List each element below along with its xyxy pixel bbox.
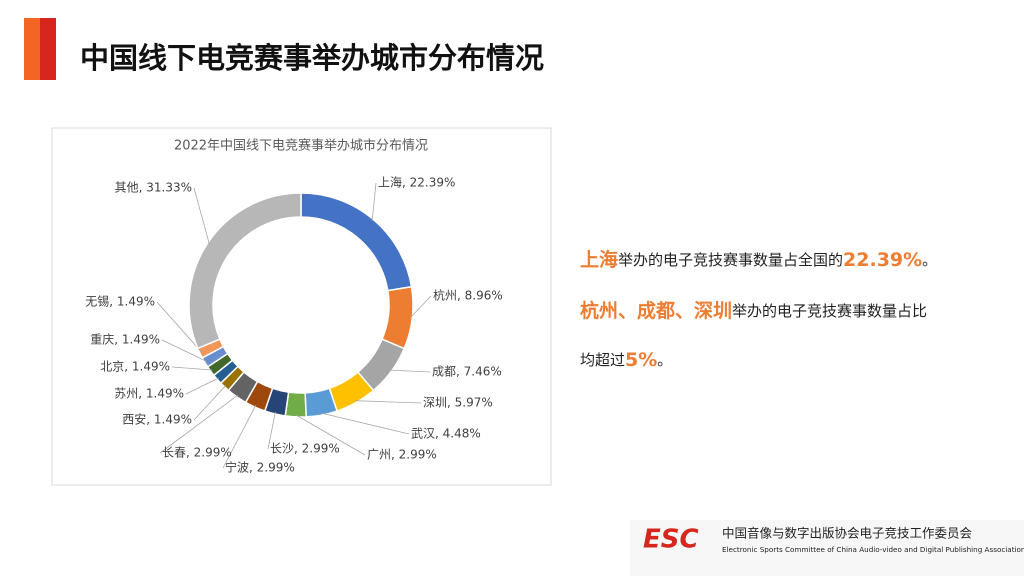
leader-line	[409, 295, 432, 319]
data-label: 重庆, 1.49%	[90, 333, 160, 347]
footer-logo: ESC	[643, 525, 699, 555]
leader-line	[193, 187, 210, 245]
leader-line	[371, 182, 377, 222]
leader-line	[222, 405, 257, 469]
data-label: 成都, 7.46%	[432, 365, 502, 379]
note-highlight: 5%	[625, 349, 657, 371]
data-label: 深圳, 5.97%	[423, 396, 493, 410]
leader-line	[355, 400, 422, 404]
data-label: 武汉, 4.48%	[411, 427, 481, 441]
note-text: 。	[657, 351, 672, 369]
data-label: 杭州, 8.96%	[433, 288, 503, 303]
title-accent	[24, 18, 40, 80]
data-label: 长沙, 2.99%	[270, 442, 340, 456]
note-line: 上海举办的电子竞技赛事数量占全国的22.39%。	[580, 248, 937, 271]
leader-line	[267, 411, 276, 450]
leader-line	[193, 385, 227, 421]
data-label: 苏州, 1.49%	[114, 387, 184, 401]
note-line: 均超过5%。	[580, 349, 672, 371]
chart-frame	[51, 127, 552, 486]
footer-band	[630, 520, 1024, 576]
slide-title: 中国线下电竞赛事举办城市分布情况	[80, 41, 544, 75]
data-label: 无锡, 1.49%	[85, 294, 155, 309]
data-label: 上海, 22.39%	[378, 175, 455, 190]
leader-line	[159, 394, 239, 454]
data-label: 其他, 31.33%	[115, 181, 192, 195]
note-highlight: 杭州、成都、深圳	[580, 299, 732, 322]
note-line: 杭州、成都、深圳举办的电子竞技赛事数量占比	[580, 299, 927, 322]
donut-slice	[188, 192, 302, 350]
leader-line	[161, 339, 207, 362]
donut-chart: 上海, 22.39% 杭州, 8.96% 成都, 7.46% 深圳, 5.97% 武汉,…	[85, 175, 503, 475]
leader-line	[171, 366, 213, 371]
title-accent	[40, 18, 56, 80]
data-label: 广州, 2.99%	[367, 448, 437, 462]
data-label: 宁波, 2.99%	[225, 460, 295, 475]
footer-org-en: Electronic Sports Committee of China Aud…	[722, 545, 1024, 554]
leader-line	[185, 377, 219, 395]
note-text: 举办的电子竞技赛事数量占全国的	[618, 251, 843, 269]
note-highlight: 22.39%	[843, 249, 922, 271]
leader-line	[389, 369, 431, 373]
data-label: 长春, 2.99%	[162, 446, 232, 460]
leader-line	[156, 301, 202, 353]
note-text: 举办的电子竞技赛事数量占比	[732, 302, 927, 320]
footer-org: 中国音像与数字出版协会电子竞技工作委员会	[722, 526, 973, 541]
note-text: 。	[922, 251, 937, 269]
leader-line	[295, 414, 366, 456]
chart-title: 2022年中国线下电竞赛事举办城市分布情况	[174, 138, 428, 154]
note-text: 均超过	[580, 351, 625, 369]
note-highlight: 上海	[580, 248, 618, 271]
data-label: 北京, 1.49%	[100, 360, 170, 374]
notes: 上海举办的电子竞技赛事数量占全国的22.39%。杭州、成都、深圳举办的电子竞技赛…	[580, 248, 937, 371]
leader-line	[321, 412, 410, 435]
data-label: 西安, 1.49%	[122, 412, 192, 427]
